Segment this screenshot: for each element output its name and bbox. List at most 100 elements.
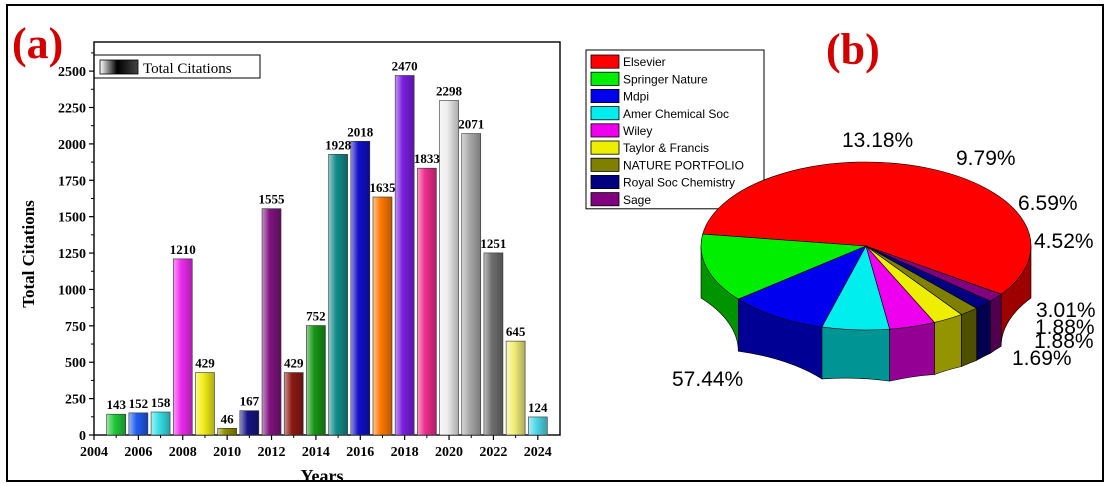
bar-2009 xyxy=(195,372,215,436)
y-axis-label: Total Citations xyxy=(19,200,38,308)
y-tick-label: 250 xyxy=(65,393,86,408)
bar-value-label: 46 xyxy=(221,411,235,426)
pie-pct-label: 3.01% xyxy=(1036,299,1096,322)
bar-value-label: 2470 xyxy=(392,58,418,73)
pie-side-5 xyxy=(934,314,962,375)
bar-2016 xyxy=(350,140,371,436)
y-tick-label: 750 xyxy=(65,320,86,335)
x-tick-label: 2006 xyxy=(124,445,152,460)
bar-value-label: 2018 xyxy=(347,124,374,139)
pie-side-3 xyxy=(821,325,891,382)
bar-axes: 0 250 500 750 1000 1250 1500 1750 2000 2250 2500 20… xyxy=(58,41,561,460)
x-tick-label: 2004 xyxy=(80,445,108,460)
bar-2021 xyxy=(461,133,482,436)
y-tick-label: 2000 xyxy=(58,138,86,153)
pie-pct-label: 57.44% xyxy=(672,368,743,391)
pie-legend-label: Wiley xyxy=(623,124,652,138)
bar-value-label: 1928 xyxy=(325,137,352,152)
pie-side-7 xyxy=(976,300,991,361)
pie-slice-0 xyxy=(702,161,1032,295)
y-tick-label: 1250 xyxy=(58,247,86,262)
bar-legend-swatch xyxy=(99,59,139,75)
bar-value-label: 2071 xyxy=(458,117,484,132)
pie-legend-swatch xyxy=(590,174,620,189)
pie-pct-label: 1.69% xyxy=(1012,347,1072,370)
panel-label-b: (b) xyxy=(826,25,880,74)
bar-value-label: 1833 xyxy=(414,151,441,166)
bar-2011 xyxy=(239,410,260,436)
pie-legend-label: Amer Chemical Soc xyxy=(623,107,729,121)
bar-value-label: 143 xyxy=(106,397,126,412)
panel-label-a: (a) xyxy=(12,19,64,68)
bar-2012 xyxy=(261,208,282,436)
pie-legend-swatch xyxy=(590,106,620,121)
bar-2018 xyxy=(394,75,415,436)
bar-value-label: 1210 xyxy=(170,242,196,257)
bar-2014 xyxy=(306,325,326,436)
bar-2023 xyxy=(505,340,526,436)
pie-slice-1 xyxy=(700,233,867,300)
bar-2007 xyxy=(150,411,171,436)
pie-legend-label: NATURE PORTFOLIO xyxy=(623,158,744,172)
bar-value-label: 429 xyxy=(195,356,215,371)
bar-value-label: 1555 xyxy=(259,192,286,207)
pie-pct-label: 13.18% xyxy=(842,129,913,152)
x-tick-label: 2022 xyxy=(479,445,507,460)
bar-value-label: 645 xyxy=(506,324,526,339)
y-tick-label: 2500 xyxy=(58,65,86,80)
x-tick-label: 2010 xyxy=(213,445,241,460)
pie-legend-label: Mdpi xyxy=(623,90,649,104)
pie-legend-swatch xyxy=(590,140,620,155)
pie-top xyxy=(700,161,1032,331)
pie-side-6 xyxy=(961,307,978,367)
pie-labels: 57.44%13.18%9.79%6.59%4.52%3.01%1.88%1.8… xyxy=(672,129,1096,391)
bar-2006 xyxy=(128,412,149,436)
x-tick-label: 2018 xyxy=(391,445,419,460)
bar-2008 xyxy=(172,258,193,436)
bar-value-label: 167 xyxy=(240,394,260,409)
x-tick-label: 2024 xyxy=(524,445,552,460)
bar-2017 xyxy=(372,196,393,436)
bar-value-label: 1635 xyxy=(369,180,396,195)
bar-value-label: 1251 xyxy=(480,236,506,251)
pie-legend-label: Royal Soc Chemistry xyxy=(623,176,735,190)
x-tick-label: 2016 xyxy=(346,445,374,460)
bar-value-label: 752 xyxy=(306,309,326,324)
bar-2020 xyxy=(439,100,459,436)
pie-legend-label: Springer Nature xyxy=(623,72,708,86)
bar-value-label: 158 xyxy=(151,395,171,410)
x-tick-label: 2008 xyxy=(169,445,197,460)
pie-slice-2 xyxy=(737,245,867,328)
pie-slice-8 xyxy=(865,245,1002,302)
bar-2019 xyxy=(417,167,437,436)
pie-legend-label: Sage xyxy=(623,193,651,207)
y-tick-label: 1750 xyxy=(58,174,86,189)
y-tick-label: 1000 xyxy=(58,283,86,298)
pie-legend-label: Taylor & Francis xyxy=(623,141,709,155)
pie-pct-label: 1.88% xyxy=(1035,316,1095,339)
y-tick-label: 0 xyxy=(79,429,86,444)
bar-legend-label: Total Citations xyxy=(143,61,232,77)
pie-legend-swatch xyxy=(590,89,620,104)
pie-pct-label: 6.59% xyxy=(1018,192,1078,215)
pie-legend-swatch xyxy=(590,157,620,172)
y-tick-label: 2250 xyxy=(58,102,86,117)
bar-value-label: 124 xyxy=(528,400,548,415)
y-tick-label: 500 xyxy=(65,356,86,371)
bar-value-label: 152 xyxy=(129,396,149,411)
bar-2022 xyxy=(483,252,504,436)
pie-pct-label: 4.52% xyxy=(1034,230,1094,253)
x-axis-label: Years xyxy=(301,466,344,486)
pie-legend-label: Elsevier xyxy=(623,55,666,69)
x-tick-label: 2014 xyxy=(302,445,330,460)
bar-value-label: 429 xyxy=(284,356,304,371)
pie-pct-label: 9.79% xyxy=(956,147,1016,170)
bar-2005 xyxy=(106,413,126,436)
bar-value-label: 2298 xyxy=(436,84,463,99)
bar-2024 xyxy=(528,416,548,436)
bar-2010 xyxy=(217,428,237,436)
pie-legend-swatch xyxy=(590,123,620,138)
